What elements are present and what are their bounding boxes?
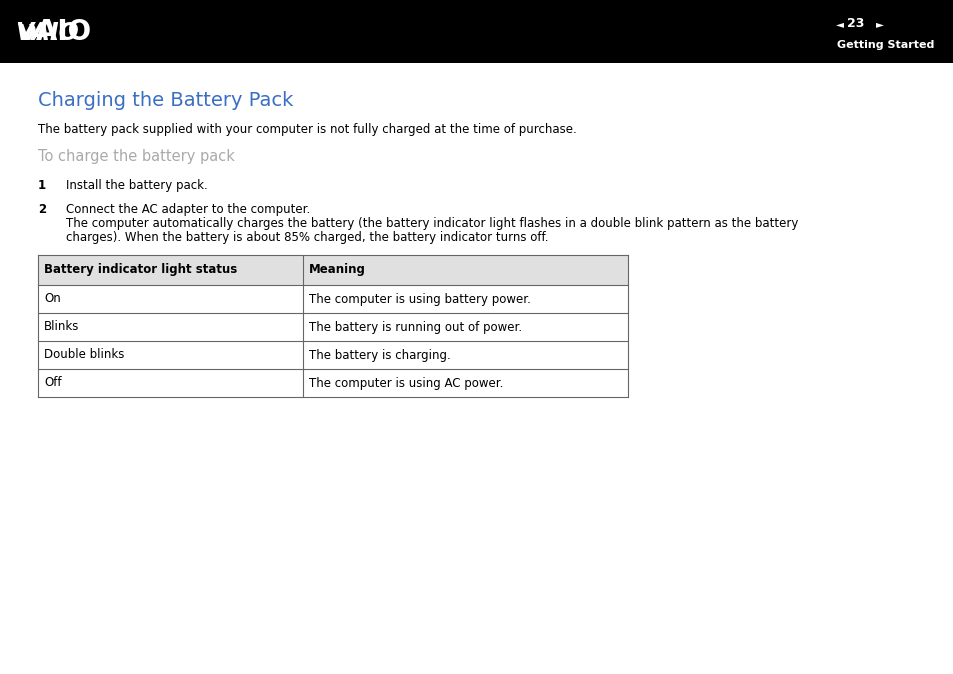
Text: Double blinks: Double blinks: [44, 348, 124, 361]
Text: ►: ►: [875, 19, 883, 29]
Text: The battery pack supplied with your computer is not fully charged at the time of: The battery pack supplied with your comp…: [38, 123, 577, 136]
Text: The battery is running out of power.: The battery is running out of power.: [309, 321, 522, 334]
Text: The computer automatically charges the battery (the battery indicator light flas: The computer automatically charges the b…: [66, 217, 798, 230]
Text: Battery indicator light status: Battery indicator light status: [44, 264, 237, 276]
Text: Blinks: Blinks: [44, 321, 79, 334]
Text: To charge the battery pack: To charge the battery pack: [38, 149, 234, 164]
Text: The battery is charging.: The battery is charging.: [309, 348, 451, 361]
Text: 1: 1: [38, 179, 46, 192]
Text: VAIO: VAIO: [15, 21, 79, 44]
Text: Connect the AC adapter to the computer.: Connect the AC adapter to the computer.: [66, 203, 310, 216]
Text: ◄: ◄: [835, 19, 843, 29]
Text: Charging the Battery Pack: Charging the Battery Pack: [38, 91, 294, 110]
Text: Getting Started: Getting Started: [836, 40, 933, 51]
Text: Off: Off: [44, 377, 61, 390]
Bar: [38, 255, 627, 285]
Text: The computer is using AC power.: The computer is using AC power.: [309, 377, 503, 390]
Text: charges). When the battery is about 85% charged, the battery indicator turns off: charges). When the battery is about 85% …: [66, 231, 548, 244]
Bar: [0, 0, 953, 63]
Text: νΑIO: νΑIO: [18, 18, 92, 46]
Text: On: On: [44, 293, 61, 305]
Text: 23: 23: [846, 18, 863, 30]
Text: 2: 2: [38, 203, 46, 216]
Text: Meaning: Meaning: [309, 264, 366, 276]
Text: The computer is using battery power.: The computer is using battery power.: [309, 293, 531, 305]
Text: Install the battery pack.: Install the battery pack.: [66, 179, 208, 192]
